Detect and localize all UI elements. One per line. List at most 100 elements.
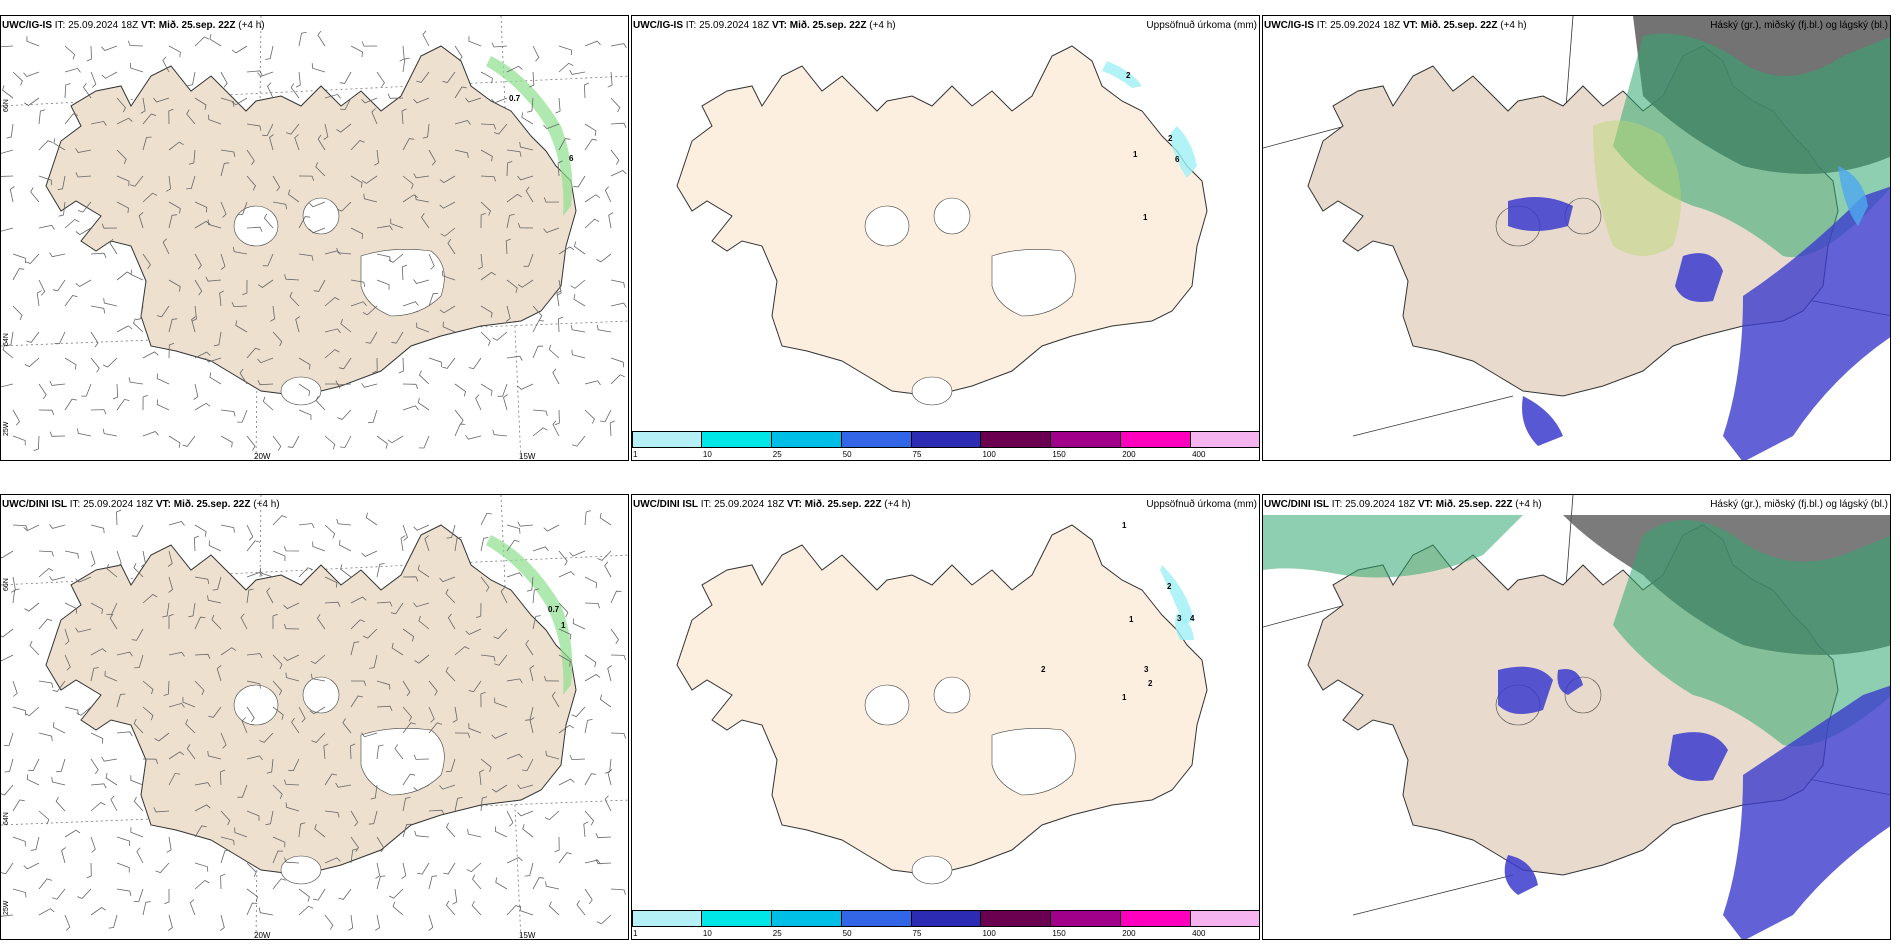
wind-barb <box>340 318 352 333</box>
wind-barb <box>153 97 170 103</box>
precip-value-label: 1 <box>1143 213 1148 222</box>
wind-barb <box>4 732 14 747</box>
wind-barb <box>112 383 119 400</box>
wind-barb <box>388 253 404 263</box>
wind-barb <box>246 653 263 659</box>
wind-barb <box>90 120 107 126</box>
wind-barb <box>12 409 20 426</box>
wind-barb <box>116 201 129 214</box>
wind-barb <box>155 862 170 874</box>
wind-barb <box>101 756 118 762</box>
wind-barb <box>467 829 482 838</box>
wind-barb <box>298 216 311 229</box>
wind-barb <box>439 305 456 314</box>
wind-barb <box>600 409 612 423</box>
wind-barb <box>102 428 118 437</box>
wind-barb <box>419 370 430 385</box>
wind-barb <box>529 71 535 88</box>
wind-barb <box>36 290 42 307</box>
wind-barb <box>607 71 613 88</box>
wind-barb <box>428 680 438 696</box>
wind-barb <box>543 524 560 532</box>
wind-barb <box>156 399 170 411</box>
wind-barb <box>182 435 196 447</box>
cloud-map-dini <box>1263 495 1890 939</box>
precip-title: Uppsöfnuð úrkoma (mm) <box>1146 499 1257 510</box>
wind-barb <box>208 114 222 125</box>
wind-barb <box>26 331 40 343</box>
wind-barb <box>422 30 430 47</box>
wind-barb <box>350 227 364 239</box>
wind-barb <box>1 175 14 177</box>
wind-barb <box>38 140 53 151</box>
wind-barb <box>442 71 456 83</box>
wind-barb <box>187 71 196 86</box>
wind-barb <box>219 769 226 786</box>
wind-barb <box>314 823 326 838</box>
wind-barb <box>339 539 352 552</box>
wind-barb <box>272 515 287 526</box>
colorbar-segment <box>981 910 1052 927</box>
wind-barb <box>26 774 40 786</box>
wind-barb <box>480 758 492 773</box>
wind-barb <box>363 193 378 203</box>
wind-barb <box>414 194 430 203</box>
wind-barb <box>361 383 378 388</box>
wind-barb <box>394 744 404 760</box>
wind-barb <box>207 595 222 604</box>
wind-barb <box>216 665 222 682</box>
wind-barb <box>142 706 154 721</box>
wind-barb <box>1 628 14 638</box>
colorbar-tick-label: 75 <box>912 929 922 938</box>
wind-barb <box>558 571 575 578</box>
wind-barb <box>454 383 466 397</box>
wind-barb <box>413 754 430 760</box>
wind-barb <box>454 86 467 99</box>
wind-barb <box>90 907 107 916</box>
wind-barb <box>428 706 435 723</box>
wind-barb <box>272 680 283 696</box>
wind-barb <box>106 602 118 616</box>
wind-barb <box>168 651 185 657</box>
wind-barb <box>336 123 352 133</box>
wind-barb <box>220 409 236 417</box>
wind-barb <box>194 36 210 47</box>
wind-barb <box>220 647 237 656</box>
wind-barb <box>417 397 430 411</box>
wind-barb <box>558 62 574 73</box>
wind-barb <box>573 294 586 307</box>
wind-barb <box>454 120 471 125</box>
wind-barb <box>558 246 575 255</box>
wind-barb <box>607 769 613 786</box>
wind-barb <box>23 524 40 532</box>
wind-barb <box>610 628 619 645</box>
wind-barb <box>340 564 352 578</box>
wind-barb <box>134 654 144 669</box>
wind-barb <box>376 680 391 690</box>
wind-barb <box>240 613 248 630</box>
wind-barb <box>246 706 255 723</box>
wind-barb <box>38 568 54 578</box>
wind-barb <box>257 71 274 77</box>
wind-barb <box>350 279 366 288</box>
wind-barb <box>133 718 144 734</box>
wind-barb <box>12 588 20 604</box>
wind-barb <box>390 602 404 615</box>
wind-barb <box>90 836 96 853</box>
colorbar-tick-label: 200 <box>1122 450 1136 459</box>
wind-barb <box>500 587 508 604</box>
wind-barb <box>454 797 463 812</box>
wind-barb <box>388 888 404 899</box>
colorbar-segment <box>1121 910 1192 927</box>
wind-barb <box>108 914 118 929</box>
wind-barb <box>49 431 66 437</box>
wind-barb <box>168 914 173 931</box>
wind-barb <box>361 550 378 557</box>
wind-barb <box>193 535 200 552</box>
wind-barb <box>454 646 470 656</box>
wind-barb <box>506 214 515 229</box>
wind-barb <box>454 536 462 552</box>
wind-barb <box>522 758 534 772</box>
wind-barb <box>558 778 575 786</box>
wind-barb <box>90 550 96 567</box>
